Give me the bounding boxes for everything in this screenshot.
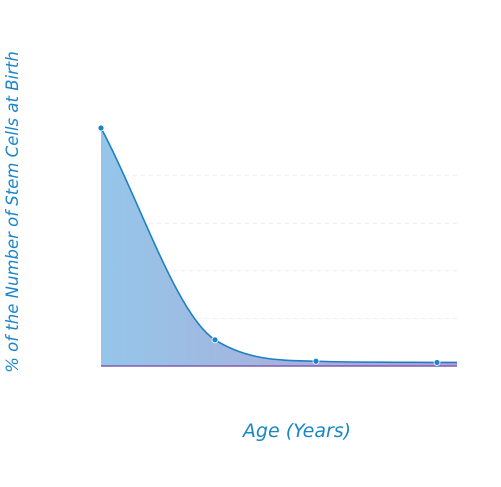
x-axis-label: Age (Years)	[241, 420, 351, 442]
data-point-3	[312, 357, 320, 365]
y-axis-label: % of the Number of Stem Cells at Birth	[3, 51, 22, 373]
area-fill	[101, 128, 457, 366]
data-point-1	[97, 124, 105, 132]
data-point-4	[433, 359, 441, 366]
data-point-2	[211, 336, 219, 344]
series-line	[100, 127, 457, 364]
data-points	[97, 124, 441, 366]
